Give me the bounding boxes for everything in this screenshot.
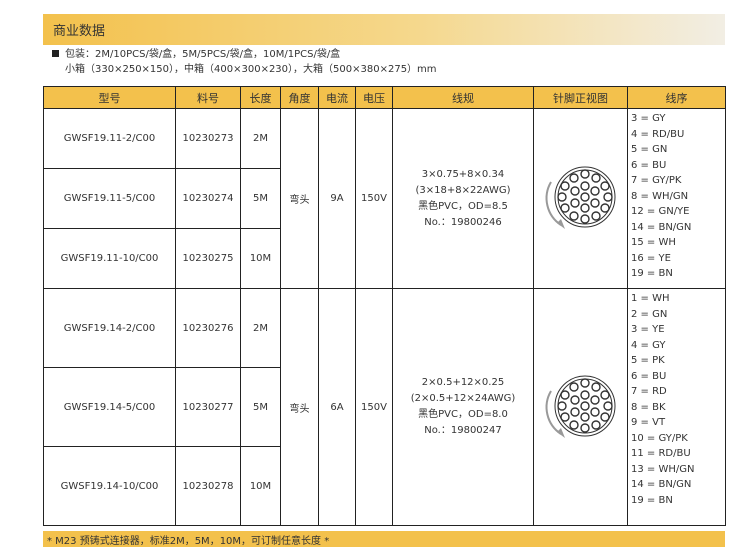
wire-item: 5 = PK (631, 355, 665, 366)
wire-item: 7 = RD (631, 386, 667, 397)
spec-line: No.：19800246 (424, 216, 502, 228)
column-header: 电流 (318, 86, 356, 109)
model-cell: GWSF19.14-5/C00 (43, 367, 176, 447)
column-header: 针脚正视图 (533, 86, 628, 109)
length-cell: 2M (240, 288, 281, 368)
wire-item: 7 = GY/PK (631, 175, 682, 186)
wire-item: 8 = BK (631, 401, 666, 413)
wire-item: 13 = WH/GN (631, 463, 695, 475)
packaging-info: 包装：2M/10PCS/袋/盒，5M/5PCS/袋/盒，10M/1PCS/袋/盒… (52, 47, 437, 77)
model-cell: GWSF19.14-10/C00 (43, 446, 176, 526)
wire-order-cell: 3 = GY 4 = RD/BU 5 = GN 6 = BU 7 = GY/PK 8 = … (627, 108, 726, 289)
pin-diagram-cell (533, 288, 628, 526)
wire-item: 3 = YE (631, 324, 665, 335)
box-size-line: 小箱（330×250×150），中箱（400×300×230），大箱（500×3… (65, 64, 437, 75)
wire-item: 6 = BU (631, 370, 667, 382)
product-table: 型号 料号 长度 角度 电流 电压 线规 针脚正视图 线序 GWSF19.11-2/C00 102… (43, 86, 726, 526)
wire-item: 15 = WH (631, 237, 676, 248)
wire-item: 11 = RD/BU (631, 448, 691, 459)
spec-line: No.：19800247 (424, 425, 502, 436)
section-title: 商业数据 (43, 14, 725, 45)
spec-line: 3×0.75+8×0.34 (421, 168, 505, 180)
column-header: 料号 (175, 86, 241, 109)
bullet-icon (52, 50, 59, 57)
model-cell: GWSF19.11-2/C00 (43, 108, 176, 169)
column-header: 线序 (627, 86, 726, 109)
part-number-cell: 10230277 (175, 367, 241, 447)
part-number-cell: 10230278 (175, 446, 241, 526)
wire-item: 16 = YE (631, 252, 671, 264)
length-cell: 5M (240, 168, 281, 229)
wire-item: 14 = BN/GN (631, 479, 692, 490)
model-cell: GWSF19.14-2/C00 (43, 288, 176, 368)
part-number-cell: 10230273 (175, 108, 241, 169)
column-header: 角度 (280, 86, 319, 109)
voltage-cell: 150V (355, 288, 393, 526)
voltage-cell: 150V (355, 108, 393, 289)
wire-order-cell: 1 = WH 2 = GN 3 = YE 4 = GY 5 = PK 6 = BU 7 = … (627, 288, 726, 526)
wire-item: 4 = GY (631, 339, 666, 351)
pin-layout-diagram (545, 375, 615, 438)
length-cell: 2M (240, 108, 281, 169)
angle-cell: 弯头 (280, 288, 319, 526)
cable-spec-cell: 3×0.75+8×0.34 (3×18+8×22AWG) 黑色PVC，OD=8.5 N… (392, 108, 534, 289)
wire-item: 2 = GN (631, 308, 668, 320)
spec-line: 2×0.5+12×0.25 (421, 377, 505, 388)
wire-item: 10 = GY/PK (631, 432, 688, 444)
footer-note: * M23 预铸式连接器，标准2M，5M，10M，可订制任意长度 * (43, 531, 725, 547)
spec-line: 黑色PVC，OD=8.5 (418, 200, 508, 212)
wire-item: 6 = BU (631, 159, 667, 171)
column-header: 线规 (392, 86, 534, 109)
table-row: GWSF19.11-5/C00 10230274 5M (43, 168, 726, 229)
part-number-cell: 10230275 (175, 228, 241, 289)
table-row: GWSF19.14-10/C00 10230278 10M (43, 446, 726, 526)
spec-line: (3×18+8×22AWG) (415, 184, 511, 196)
spec-line: (2×0.5+12×24AWG) (410, 393, 516, 404)
angle-cell: 弯头 (280, 108, 319, 289)
wire-item: 9 = VT (631, 417, 666, 428)
length-cell: 5M (240, 367, 281, 447)
current-cell: 6A (318, 288, 356, 526)
packaging-line: 包装：2M/10PCS/袋/盒，5M/5PCS/袋/盒，10M/1PCS/袋/盒 (65, 49, 341, 60)
wire-item: 4 = RD/BU (631, 128, 685, 140)
table-row: GWSF19.14-2/C00 10230276 2M 弯头 6A 150V 2×0.5+1… (43, 288, 726, 526)
pin-diagram-cell (533, 108, 628, 289)
wire-item: 19 = BN (631, 494, 673, 506)
table-row: GWSF19.11-2/C00 10230273 2M 弯头 9A 150V 3×0.75+… (43, 108, 726, 289)
part-number-cell: 10230274 (175, 168, 241, 229)
length-cell: 10M (240, 228, 281, 289)
column-header: 长度 (240, 86, 281, 109)
wire-item: 1 = WH (631, 293, 670, 304)
model-cell: GWSF19.11-10/C00 (43, 228, 176, 289)
wire-item: 12 = GN/YE (631, 206, 690, 217)
length-cell: 10M (240, 446, 281, 526)
pin-layout-diagram (545, 166, 615, 229)
wire-item: 5 = GN (631, 144, 668, 155)
spec-line: 黑色PVC，OD=8.0 (418, 409, 508, 420)
column-header: 型号 (43, 86, 176, 109)
column-header: 电压 (355, 86, 393, 109)
wire-item: 14 = BN/GN (631, 221, 692, 233)
wire-item: 3 = GY (631, 113, 666, 124)
current-cell: 9A (318, 108, 356, 289)
wire-item: 8 = WH/GN (631, 190, 689, 202)
wire-item: 19 = BN (631, 268, 673, 279)
cable-spec-cell: 2×0.5+12×0.25 (2×0.5+12×24AWG) 黑色PVC，OD=8.… (392, 288, 534, 526)
model-cell: GWSF19.11-5/C00 (43, 168, 176, 229)
part-number-cell: 10230276 (175, 288, 241, 368)
